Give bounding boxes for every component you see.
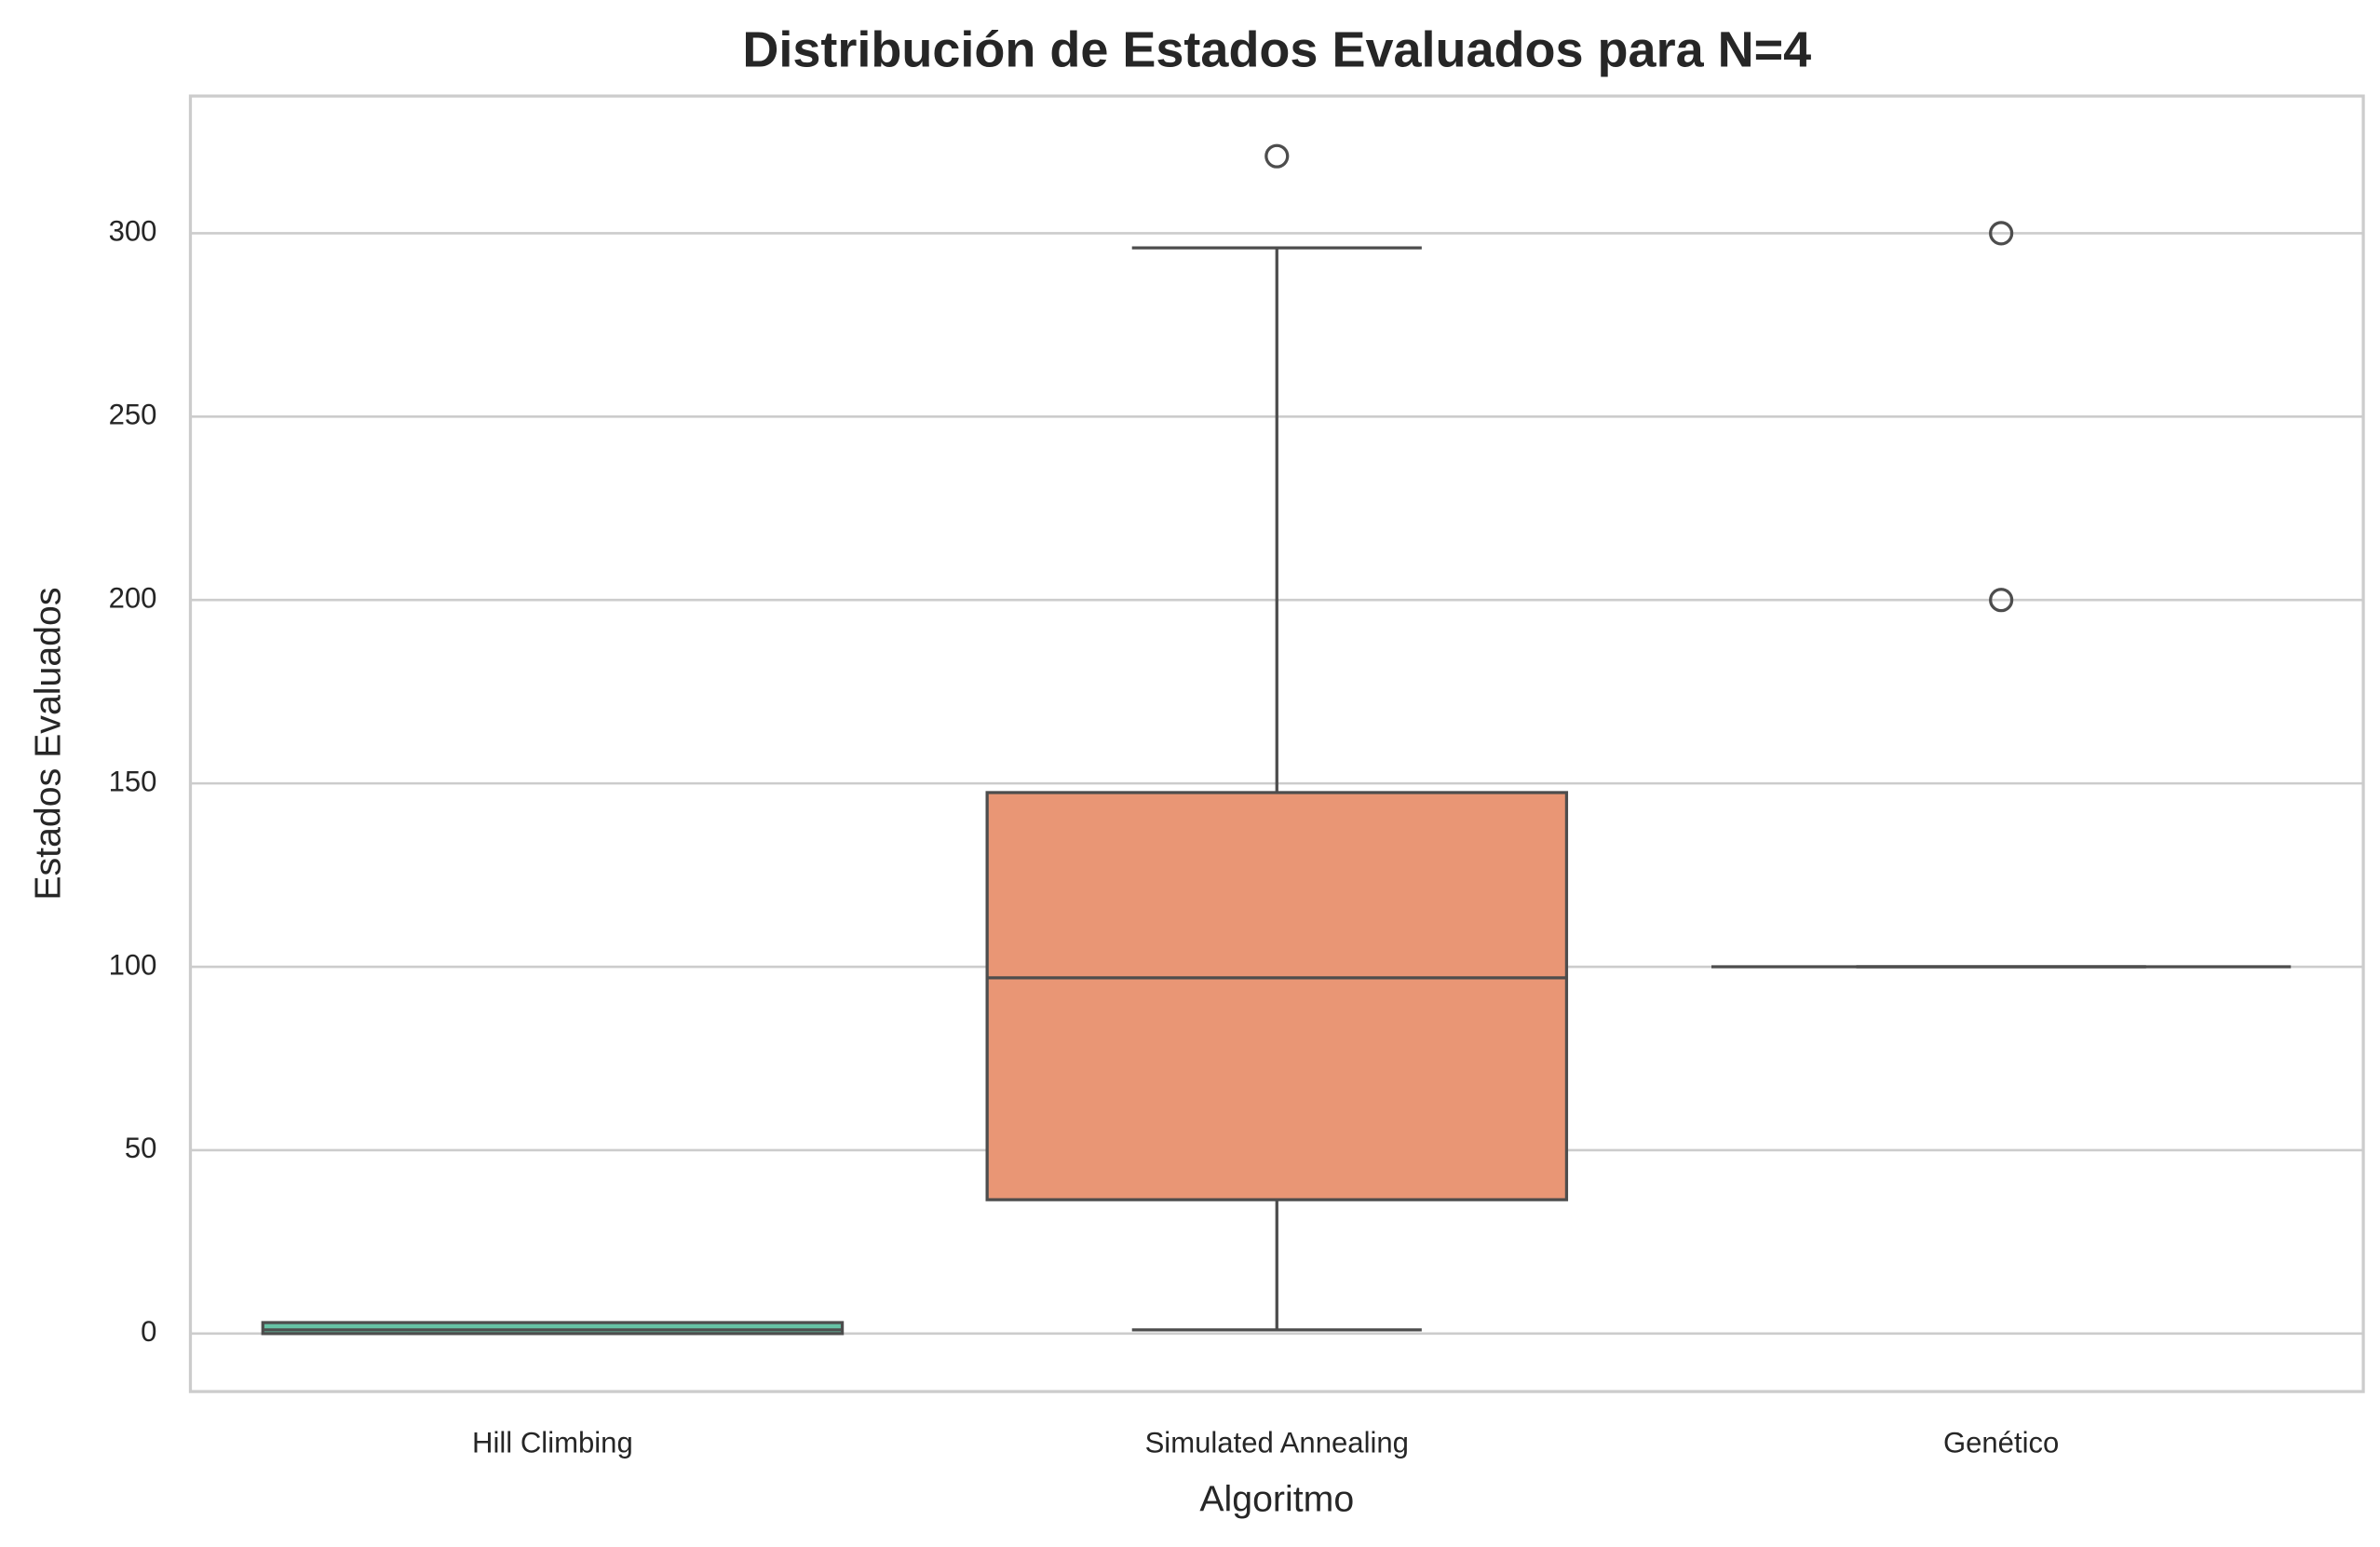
y-tick-label: 300: [109, 215, 157, 248]
y-tick-label: 100: [109, 948, 157, 981]
y-axis-label: Estados Evaluados: [27, 588, 68, 901]
x-tick-label: Genético: [1943, 1427, 2059, 1459]
plot-frame: [188, 94, 2365, 1393]
y-tick-label: 250: [109, 399, 157, 431]
y-tick-label: 0: [141, 1315, 156, 1348]
y-tick-label: 50: [125, 1132, 157, 1164]
x-tick-label: Hill Climbing: [472, 1427, 633, 1459]
chart-title: Distribución de Estados Evaluados para N…: [742, 22, 1811, 78]
y-tick-label: 200: [109, 581, 157, 614]
x-tick-label: Simulated Annealing: [1145, 1427, 1409, 1459]
outlier: [1989, 588, 2014, 613]
box: [261, 1321, 845, 1336]
box: [985, 791, 1569, 1201]
outlier: [1264, 143, 1290, 169]
x-axis-label: Algoritmo: [1199, 1478, 1354, 1519]
y-tick-label: 150: [109, 765, 157, 797]
outlier: [1989, 221, 2014, 246]
